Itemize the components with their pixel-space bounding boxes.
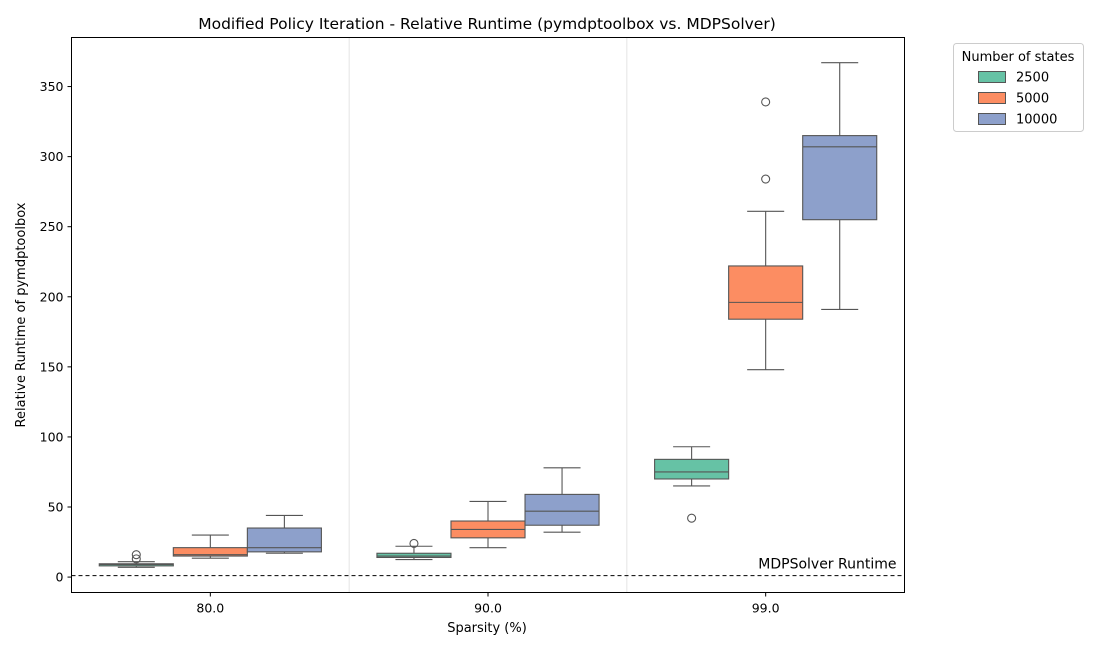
y-tick-label: 150 bbox=[40, 359, 64, 374]
legend-entries: 2500 5000 10000 bbox=[978, 71, 1057, 128]
box-2500-99.0 bbox=[654, 446, 730, 523]
y-tick-label: 250 bbox=[40, 219, 64, 234]
plot-frame bbox=[71, 37, 905, 593]
y-tick-label: 350 bbox=[40, 79, 64, 94]
legend-swatch-10000 bbox=[978, 113, 1006, 125]
legend-frame bbox=[953, 43, 1084, 132]
axis-layer: 0 50 100 150 200 250 300 350 80.0 90.0 99.0 bbox=[40, 79, 780, 615]
y-tick-label: 200 bbox=[40, 289, 64, 304]
y-tick-label: 100 bbox=[40, 429, 64, 444]
x-tick-label: 99.0 bbox=[752, 601, 780, 616]
box-5000-99.0 bbox=[728, 97, 804, 371]
box-body bbox=[654, 458, 730, 480]
x-tick-label: 90.0 bbox=[474, 601, 502, 616]
y-tick-label: 300 bbox=[40, 149, 64, 164]
box-body bbox=[728, 265, 804, 320]
box-body bbox=[524, 493, 600, 526]
legend-label-10000: 10000 bbox=[1016, 113, 1057, 128]
legend-title: Number of states bbox=[962, 50, 1075, 65]
box-body bbox=[802, 135, 878, 221]
chart-title: Modified Policy Iteration - Relative Run… bbox=[198, 15, 776, 33]
x-tick-label: 80.0 bbox=[196, 601, 224, 616]
legend: Number of states 2500 5000 10000 bbox=[953, 43, 1084, 132]
y-axis-label: Relative Runtime of pymdptoolbox bbox=[14, 202, 29, 427]
outlier-point bbox=[131, 550, 141, 560]
box-2500-90.0 bbox=[376, 538, 452, 561]
x-axis-label: Sparsity (%) bbox=[447, 621, 527, 636]
legend-swatch-2500 bbox=[978, 71, 1006, 83]
box-10000-90.0 bbox=[524, 467, 600, 533]
outlier-point bbox=[409, 538, 419, 548]
reference-line-label: MDPSolver Runtime bbox=[758, 557, 896, 573]
outlier-point bbox=[131, 554, 141, 564]
y-tick-label: 50 bbox=[48, 500, 64, 515]
box-10000-80.0 bbox=[246, 514, 322, 554]
legend-label-5000: 5000 bbox=[1016, 92, 1049, 107]
legend-swatch-5000 bbox=[978, 92, 1006, 104]
legend-label-2500: 2500 bbox=[1016, 71, 1049, 86]
box-layer bbox=[98, 62, 878, 568]
box-10000-99.0 bbox=[802, 62, 878, 310]
box-5000-80.0 bbox=[172, 534, 248, 559]
box-body bbox=[246, 527, 322, 553]
y-tick-label: 0 bbox=[56, 570, 64, 585]
outlier-point bbox=[761, 174, 771, 184]
box-body bbox=[376, 552, 452, 559]
outlier-point bbox=[761, 97, 771, 107]
reference-line-layer: MDPSolver Runtime bbox=[71, 557, 905, 577]
box-5000-90.0 bbox=[450, 500, 526, 549]
grid-layer bbox=[348, 37, 628, 593]
outlier-point bbox=[687, 513, 697, 523]
box-2500-80.0 bbox=[98, 550, 174, 568]
